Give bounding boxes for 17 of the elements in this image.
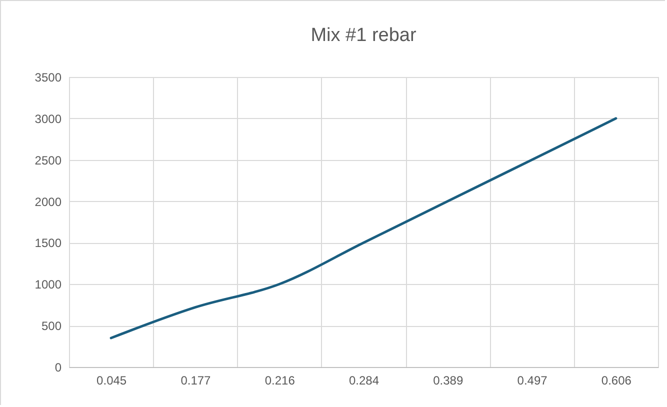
y-tick-label: 2500 <box>34 153 62 168</box>
x-tick-label: 0.216 <box>264 374 296 388</box>
x-tick-label: 0.389 <box>433 374 464 388</box>
y-tick-label: 3000 <box>34 112 62 126</box>
y-tick-label: 500 <box>41 319 62 334</box>
y-tick-label: 1500 <box>34 236 62 250</box>
x-tick-label: 0.045 <box>96 374 127 388</box>
x-tick-label: 0.497 <box>517 374 548 388</box>
x-tick-label: 0.606 <box>601 374 632 388</box>
line-series <box>110 117 618 340</box>
x-tick-label: 0.284 <box>348 374 380 388</box>
y-tick-label: 3500 <box>34 70 62 84</box>
x-tick-label: 0.177 <box>180 374 212 388</box>
y-tick-label: 0 <box>54 360 62 374</box>
chart-title: Mix #1 rebar <box>310 25 417 46</box>
y-tick-label: 1000 <box>34 278 62 292</box>
y-tick-label: 2000 <box>34 194 62 209</box>
